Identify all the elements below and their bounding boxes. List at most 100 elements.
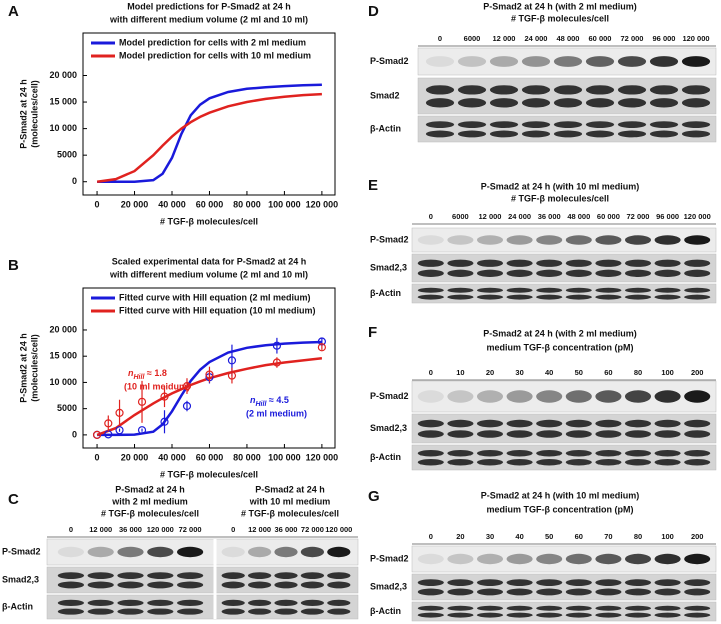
blot-band — [506, 553, 533, 565]
lane-label: 60 — [604, 368, 612, 377]
blot-band — [654, 235, 681, 245]
blot-band — [684, 459, 711, 466]
panel-letter: C — [8, 491, 19, 508]
blot-band — [327, 572, 351, 579]
blot-band — [681, 56, 711, 67]
data-point — [227, 371, 237, 380]
blot-title: P-Smad2 at 24 h (with 2 ml medium) — [483, 1, 637, 11]
blot-band — [489, 56, 519, 67]
blot-band — [536, 459, 563, 466]
blot-band — [649, 56, 679, 67]
data-point — [115, 408, 124, 417]
blot-band — [221, 572, 245, 579]
blot-band — [684, 419, 711, 428]
blot-band — [506, 459, 533, 466]
blot-band — [147, 546, 174, 558]
lane-label: 0 — [438, 34, 442, 43]
blot-band — [684, 588, 711, 596]
x-tick-label: 60 000 — [196, 452, 224, 462]
blot-band — [489, 130, 519, 138]
row-label: β-Actin — [370, 288, 401, 298]
blot-band — [654, 459, 681, 466]
blot-band — [553, 85, 583, 95]
lane-label: 60 — [575, 532, 583, 541]
blot-band — [506, 430, 533, 438]
data-point — [104, 419, 113, 428]
blot-band — [274, 608, 298, 615]
blot-band — [624, 579, 652, 586]
blot-band — [417, 588, 444, 596]
lane-label: 12 000 — [479, 212, 502, 221]
blot-band — [585, 85, 615, 95]
blot-band — [274, 581, 298, 589]
blot-band — [617, 130, 647, 138]
blot-band — [506, 287, 533, 293]
blot-band — [476, 287, 504, 293]
blot-band — [87, 608, 114, 615]
chart-title: Model predictions for P-Smad2 at 24 h — [127, 1, 291, 11]
panel-letter: G — [368, 488, 380, 505]
blot-strip — [411, 444, 717, 471]
blot-band — [624, 430, 652, 438]
annotation-text: ≈ 1.8 — [144, 368, 166, 378]
blot-band — [536, 390, 563, 403]
blot-strip — [46, 566, 359, 594]
lane-label: 40 — [545, 368, 553, 377]
x-tick-label: 0 — [95, 199, 100, 209]
blot-band — [521, 121, 551, 128]
blot-band — [447, 459, 474, 466]
blot-band — [274, 599, 298, 607]
blot-band — [274, 546, 298, 558]
blot-band — [476, 450, 504, 457]
data-point — [160, 417, 169, 426]
lane-label: 30 — [515, 368, 523, 377]
lane-label: 20 — [486, 368, 494, 377]
blot-band — [417, 390, 444, 403]
data-point — [182, 401, 192, 411]
row-label: β-Actin — [370, 123, 401, 133]
blot-band — [447, 390, 474, 403]
blot-band — [147, 599, 174, 607]
blot-band — [565, 287, 592, 293]
blot-band — [684, 390, 711, 403]
blot-band — [221, 581, 245, 589]
lane-label: 50 — [575, 368, 583, 377]
blot-band — [417, 269, 444, 277]
blot-title: # TGF-β molecules/cell — [511, 193, 609, 203]
annotation-note: (10 ml meidum) — [124, 381, 190, 391]
lane-label: 36 000 — [119, 525, 142, 534]
annotation: nHill ≈ 4.5 — [250, 395, 289, 407]
lane-label: 200 — [691, 532, 704, 541]
lane-label: 0 — [429, 532, 433, 541]
blot-band — [654, 430, 681, 438]
lane-label: 40 — [515, 532, 523, 541]
blot-band — [624, 588, 652, 596]
blot-band — [147, 608, 174, 615]
legend-label: Fitted curve with Hill equation (10 ml m… — [119, 305, 316, 315]
blot-band — [489, 98, 519, 108]
y-tick-label: 15 000 — [49, 96, 77, 106]
blot-title: P-Smad2 at 24 h — [255, 484, 325, 494]
blot-band — [624, 294, 652, 300]
x-tick-label: 0 — [95, 452, 100, 462]
blot-band — [624, 259, 652, 267]
blot-band — [624, 419, 652, 428]
lane-label: 72 000 — [627, 212, 650, 221]
data-point — [160, 392, 169, 401]
blot-band — [425, 98, 455, 108]
blot-band — [595, 269, 622, 277]
row-label: Smad2,3 — [370, 581, 407, 591]
lane-label: 6000 — [464, 34, 481, 43]
blot-band — [521, 85, 551, 95]
lane-label: 120 000 — [682, 34, 709, 43]
blot-band — [117, 581, 144, 589]
blot-band — [565, 450, 592, 457]
blot-band — [300, 546, 325, 558]
blot-strip — [411, 601, 717, 622]
annotation: nHill ≈ 1.8 — [128, 368, 167, 380]
blot-band — [221, 546, 245, 558]
blot-band — [684, 259, 711, 267]
y-axis-label: P-Smad2 at 24 h — [18, 333, 28, 403]
blot-band — [565, 430, 592, 438]
